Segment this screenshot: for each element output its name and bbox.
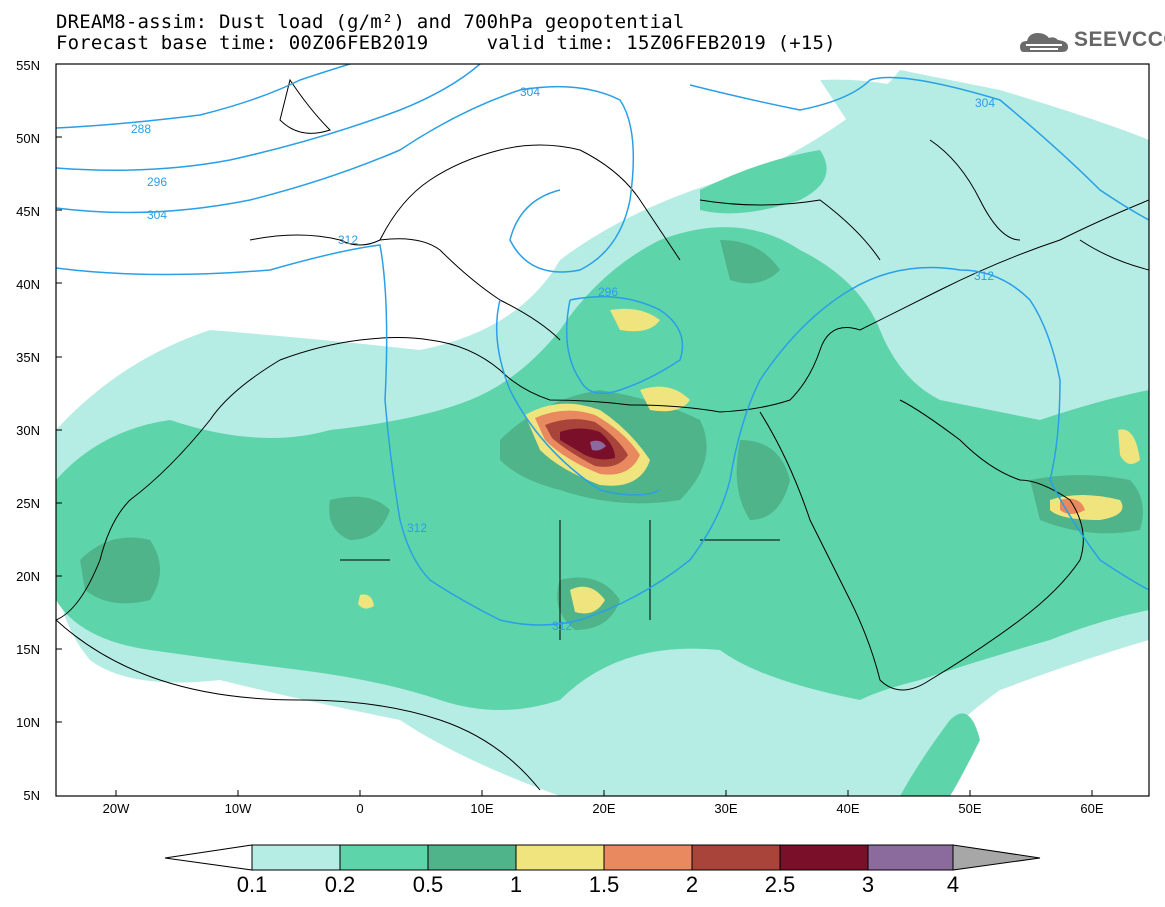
contour-label-296: 296 xyxy=(147,175,167,189)
lat-label: 45N xyxy=(16,204,40,219)
lat-label: 20N xyxy=(16,569,40,584)
colorbar-left-arrow xyxy=(164,844,253,871)
lat-label: 15N xyxy=(16,642,40,657)
lon-label: 20W xyxy=(102,801,130,816)
colorbar-tick-label: 4 xyxy=(946,872,960,897)
contour-label-288: 288 xyxy=(131,122,151,136)
logo-text: SEEVCCC xyxy=(1074,28,1165,51)
geopotential-contours xyxy=(56,64,1149,626)
contour-label-312-sahel: 312 xyxy=(407,521,427,535)
colorbar-right-arrow xyxy=(952,844,1041,871)
forecast-time-line: Forecast base time: 00Z06FEB2019 valid t… xyxy=(56,32,836,54)
lon-label: 0 xyxy=(356,801,364,816)
lat-label: 50N xyxy=(16,131,40,146)
lon-label: 30E xyxy=(714,801,738,816)
contour-label-304-east: 304 xyxy=(975,96,995,110)
lon-label: 50E xyxy=(958,801,982,816)
colorbar-tick-label: 1.5 xyxy=(588,872,620,897)
contour-labels: 288 296 304 312 296 304 312 304 312 312 xyxy=(131,85,995,633)
lon-label: 10W xyxy=(224,801,252,816)
cloud-logo-icon xyxy=(1020,33,1068,52)
lat-label: 55N xyxy=(16,58,40,73)
coastlines xyxy=(56,78,1149,791)
colorbar-tick-label: 1 xyxy=(509,872,523,897)
contour-label-312-east: 312 xyxy=(974,269,994,283)
lon-label: 40E xyxy=(836,801,860,816)
colorbar-tick-label: 2.5 xyxy=(764,872,796,897)
contour-label-312: 312 xyxy=(338,233,358,247)
colorbar-tick-label: 2 xyxy=(685,872,699,897)
colorbar-tick-label: 0.1 xyxy=(236,872,268,897)
contour-label-312-chad: 312 xyxy=(552,619,572,633)
contour-label-304: 304 xyxy=(147,208,167,222)
lat-label: 35N xyxy=(16,350,40,365)
colorbar-tick-label: 0.2 xyxy=(324,872,356,897)
contour-label-304-north: 304 xyxy=(520,85,540,99)
lat-label: 30N xyxy=(16,423,40,438)
axis-ticks xyxy=(56,63,1093,796)
dust-fields: 288 296 304 312 296 304 312 304 312 312 xyxy=(56,64,1149,796)
map-title: DREAM8-assim: Dust load (g/m²) and 700hP… xyxy=(56,11,685,33)
colorbar-tick-label: 3 xyxy=(861,872,875,897)
lat-label: 5N xyxy=(23,788,40,803)
lon-label: 60E xyxy=(1080,801,1104,816)
lon-label: 10E xyxy=(470,801,494,816)
lat-label: 40N xyxy=(16,277,40,292)
contour-label-296-center: 296 xyxy=(598,285,618,299)
lat-label: 25N xyxy=(16,496,40,511)
colorbar xyxy=(164,844,1041,871)
lat-label: 10N xyxy=(16,715,40,730)
colorbar-tick-label: 0.5 xyxy=(412,872,444,897)
lon-label: 20E xyxy=(592,801,616,816)
